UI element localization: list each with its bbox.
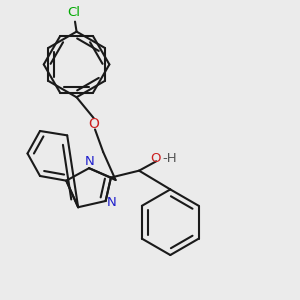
Text: N: N <box>106 196 116 209</box>
Text: Cl: Cl <box>67 6 80 19</box>
Text: N: N <box>85 155 95 168</box>
Text: -H: -H <box>163 152 177 165</box>
Text: O: O <box>150 152 161 165</box>
Text: O: O <box>88 117 99 131</box>
